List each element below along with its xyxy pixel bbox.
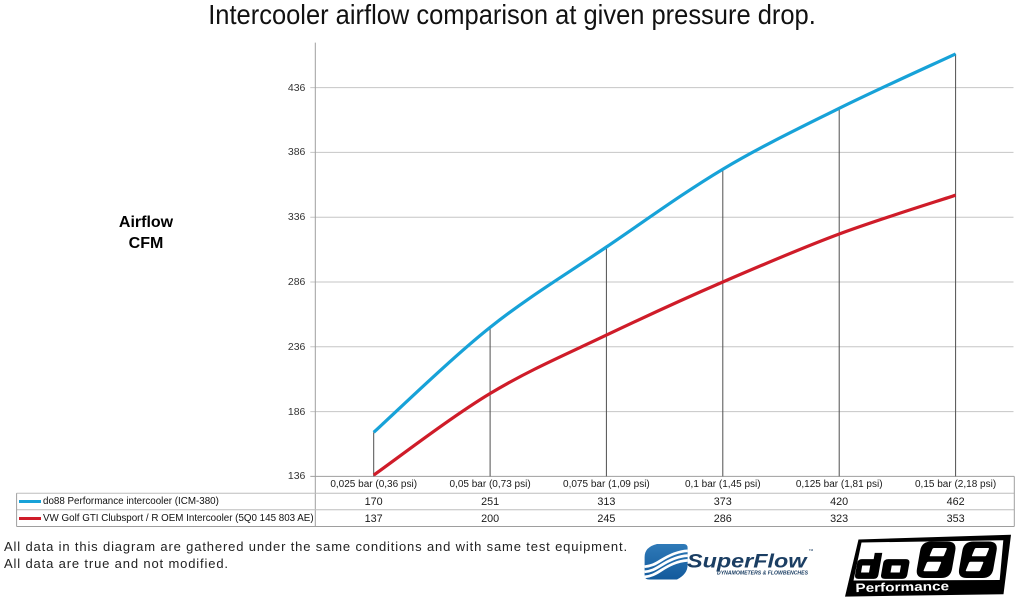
svg-text:™: ™ [809, 549, 814, 555]
svg-text:DYNAMOMETERS & FLOWBENCHES: DYNAMOMETERS & FLOWBENCHES [717, 570, 808, 576]
svg-text:Performance: Performance [855, 579, 949, 595]
svg-text:SuperFlow: SuperFlow [687, 551, 809, 573]
